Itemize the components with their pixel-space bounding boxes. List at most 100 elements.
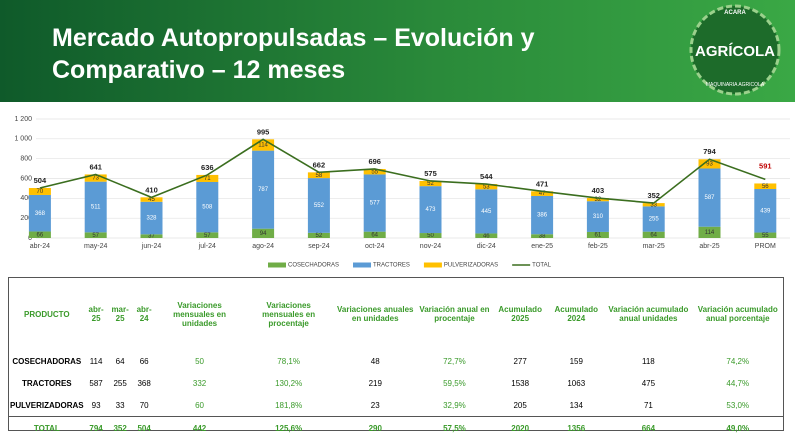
x-tick-label: mar-25 [643, 243, 665, 250]
legend-label: PULVERIZADORAS [444, 263, 498, 269]
data-label: 94 [260, 231, 267, 237]
data-label: 511 [91, 205, 101, 211]
bar-segment [84, 181, 107, 233]
bar-segment [642, 206, 665, 232]
bar-segment [531, 191, 554, 196]
data-label: 58 [316, 173, 323, 179]
cell: 32,9% [443, 400, 466, 410]
data-label: 55 [371, 169, 378, 175]
data-label: 71 [204, 176, 211, 182]
x-tick-label: dic-24 [477, 243, 496, 250]
x-tick-label: ene-25 [531, 243, 553, 250]
cell: 44,7% [726, 378, 750, 388]
cell: 125,6% [243, 416, 334, 439]
cell: 664 [604, 416, 693, 439]
chart: 0 200 400 600 800 1 000 1 200 abr-24 66 368 70 may-… [14, 116, 790, 269]
row-label: PULVERIZADORAS [10, 400, 84, 410]
bar-segment [642, 231, 665, 238]
bar-segment [363, 174, 386, 232]
data-label: 508 [202, 205, 213, 211]
cell: 118 [642, 356, 655, 366]
bar-segment [28, 194, 51, 232]
legend-label: TRACTORES [373, 263, 410, 269]
data-label: 328 [146, 216, 157, 222]
column-header: Variaciones mensuales en unidades [173, 300, 227, 328]
cell: 33 [115, 400, 125, 410]
bar-segment [84, 232, 107, 238]
cell: 159 [569, 356, 583, 366]
cell: 1538 [511, 378, 530, 388]
data-label: 66 [37, 232, 44, 238]
total-label: 504 [34, 176, 47, 185]
bar-segment [28, 231, 51, 238]
bar-segment [642, 203, 665, 207]
row-label: TOTAL [9, 416, 85, 439]
data-label: 114 [705, 230, 715, 236]
cell: 2020 [492, 416, 549, 439]
data-label: 47 [539, 191, 546, 197]
logo-name: AGRÍCOLA [695, 43, 775, 60]
legend-swatch [353, 262, 372, 268]
legend-swatch [268, 262, 286, 268]
total-label: 410 [145, 185, 158, 194]
bar-segment [475, 189, 498, 234]
data-label: 61 [595, 233, 602, 239]
cell: 255 [113, 378, 127, 388]
y-tick-label: 1 000 [14, 136, 32, 143]
x-tick-label: PROM [755, 243, 776, 250]
x-tick-label: ago-24 [252, 243, 274, 250]
data-label: 114 [258, 143, 268, 149]
cell: 64 [115, 356, 125, 366]
bar-segment [196, 174, 219, 182]
legend-label: COSECHADORAS [288, 263, 339, 269]
header: Mercado Autopropulsadas – Evolución y Co… [0, 0, 795, 102]
cell: 60 [195, 400, 205, 410]
bar-segment [363, 231, 386, 238]
data-label: 53 [483, 184, 490, 190]
data-label: 439 [760, 208, 771, 214]
data-label: 73 [92, 176, 99, 182]
bar-segment [754, 189, 777, 233]
bar-segment [196, 232, 219, 238]
data-label: 93 [706, 161, 713, 167]
data-label: 310 [593, 214, 604, 220]
bar-segment [252, 228, 275, 238]
data-label: 37 [148, 234, 155, 240]
data-label: 368 [35, 211, 46, 217]
bar-segment [698, 159, 721, 169]
column-header: Acumulado 2025 [498, 305, 542, 323]
y-tick-label: 800 [20, 156, 32, 163]
table-row: TRACTORES 587 255 368 332 130,2% 219 59,5% 1538 1… [9, 372, 783, 394]
table-row: COSECHADORAS 114 64 66 50 78,1% 48 72,7% 277 159 1… [9, 350, 783, 372]
total-label: 636 [201, 163, 214, 172]
cell: 219 [368, 378, 382, 388]
legend-swatch [423, 262, 442, 268]
bar-segment [698, 226, 721, 238]
x-tick-label: nov-24 [420, 243, 442, 250]
column-header: Variación acumulado anual unidades [608, 305, 689, 323]
bar-segment [307, 232, 330, 238]
x-tick-label: feb-25 [588, 243, 608, 250]
data-label: 55 [762, 233, 769, 239]
cell: 71 [643, 400, 653, 410]
total-label: 471 [536, 179, 549, 188]
logo-top: ACARA [724, 10, 746, 16]
logo-bottom: MAQUINARIA AGRICOLA [706, 82, 765, 88]
bar-segment [475, 184, 498, 190]
data-label: 52 [427, 181, 434, 187]
y-tick-label: 1 200 [14, 116, 32, 123]
bar-segment [307, 178, 330, 233]
column-header: Variación acumulado anual porcentaje [697, 305, 778, 323]
data-label: 577 [370, 201, 381, 207]
cell: 49,0% [692, 416, 783, 439]
data-label: 32 [595, 197, 602, 203]
header-row: PRODUCTO abr-25 mar-25 abr-24 Variaciones me… [9, 278, 783, 350]
cell: 74,2% [726, 356, 750, 366]
cell: 59,5% [443, 378, 466, 388]
data-label: 57 [204, 233, 211, 239]
bar-segment [754, 183, 777, 190]
cell: 587 [89, 378, 103, 388]
table-box: PRODUCTO abr-25 mar-25 abr-24 Variaciones me… [8, 277, 784, 439]
data-label: 33 [650, 202, 657, 208]
data-label: 473 [425, 207, 436, 213]
